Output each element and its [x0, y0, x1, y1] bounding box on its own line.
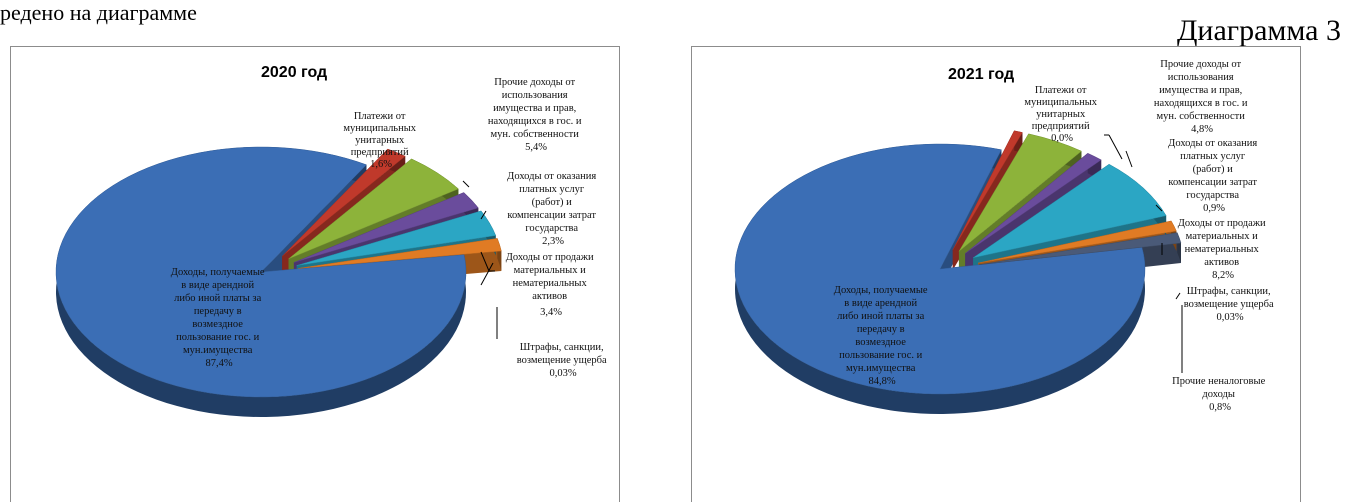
pie-slice [978, 220, 1177, 264]
leader-line [462, 180, 470, 188]
chart-panel-2021: 2021 год Платежи от муниципальных унитар… [691, 46, 1301, 502]
label-prochie-2020: Прочие доходы от использования имущества… [488, 77, 584, 153]
value-label: 0,03% [1216, 312, 1243, 323]
leader-line [1175, 292, 1181, 300]
leader-line [1108, 134, 1123, 160]
pie-slice [965, 152, 1102, 254]
value-label: 0,9% [1203, 203, 1225, 214]
value-label: 0,03% [549, 368, 576, 379]
leader-line [480, 210, 487, 220]
page-top-text: редено на диаграмме [0, 0, 197, 25]
pie-slice [952, 130, 1023, 251]
leader-line [1155, 204, 1163, 212]
value-label: 4,8% [1191, 124, 1213, 135]
value-label: 2,3% [542, 236, 564, 247]
label-arenda-2021: Доходы, получаемые в виде арендной либо … [834, 285, 930, 387]
value-label: 5,4% [525, 142, 547, 153]
leader-line [480, 251, 490, 272]
label-prodazha-2021: Доходы от продажи материальных и нематер… [1178, 218, 1269, 281]
leader-line [1125, 150, 1133, 168]
value-label: 84,8% [868, 376, 895, 387]
leader-line [480, 262, 494, 286]
value-label: 1,6% [370, 159, 392, 170]
chart-panel-2020: 2020 год Платежи от муниципальных унитар… [10, 46, 620, 502]
label-uslugi-2021: Доходы от оказания платных услуг (работ)… [1168, 138, 1260, 214]
label-prochie-2021: Прочие доходы от использования имущества… [1154, 59, 1250, 135]
pie-slice [293, 192, 479, 263]
value-label: 3,4% [540, 307, 562, 318]
pie-slice [288, 158, 459, 260]
pie-chart-2021-svg: 2021 год Платежи от муниципальных унитар… [734, 59, 1277, 414]
label-platezhi-2020: Платежи от муниципальных унитарных предп… [343, 111, 418, 170]
label-platezhi-2021: Платежи от муниципальных унитарных предп… [1024, 85, 1099, 144]
pie-slices-2021 [734, 130, 1182, 414]
pie-slice [55, 146, 467, 398]
value-label: 87,4% [205, 358, 232, 369]
pie-chart-2020-svg: 2020 год Платежи от муниципальных унитар… [55, 64, 610, 417]
pie-slice [296, 210, 497, 266]
chart-title: 2021 год [948, 66, 1014, 83]
label-prodazha-2020: Доходы от продажи материальных и нематер… [506, 252, 597, 318]
label-shtrafy-2021: Штрафы, санкции, возмещение ущерба 0,03% [1184, 286, 1277, 323]
pie-slice [282, 148, 406, 257]
label-neualog-2021: Прочие неналоговые доходы 0,8% [1172, 376, 1268, 413]
label-shtrafy-2020: Штрафы, санкции, возмещение ущерба 0,03% [517, 342, 610, 379]
label-arenda-2020: Доходы, получаемые в виде арендной либо … [171, 267, 267, 369]
value-label: 0,0% [1051, 133, 1073, 144]
pie-slice [972, 163, 1167, 259]
value-label: 0,8% [1209, 402, 1231, 413]
diagram-label: Диаграмма 3 [1176, 14, 1341, 47]
pie-slice [979, 232, 1182, 265]
chart-title: 2020 год [261, 64, 327, 81]
pie-slices-2020 [55, 146, 502, 417]
pie-slice [298, 238, 502, 269]
value-label: 8,2% [1212, 270, 1234, 281]
pie-slice [734, 143, 1146, 395]
label-uslugi-2020: Доходы от оказания платных услуг (работ)… [507, 171, 599, 247]
pie-slice [958, 133, 1082, 252]
